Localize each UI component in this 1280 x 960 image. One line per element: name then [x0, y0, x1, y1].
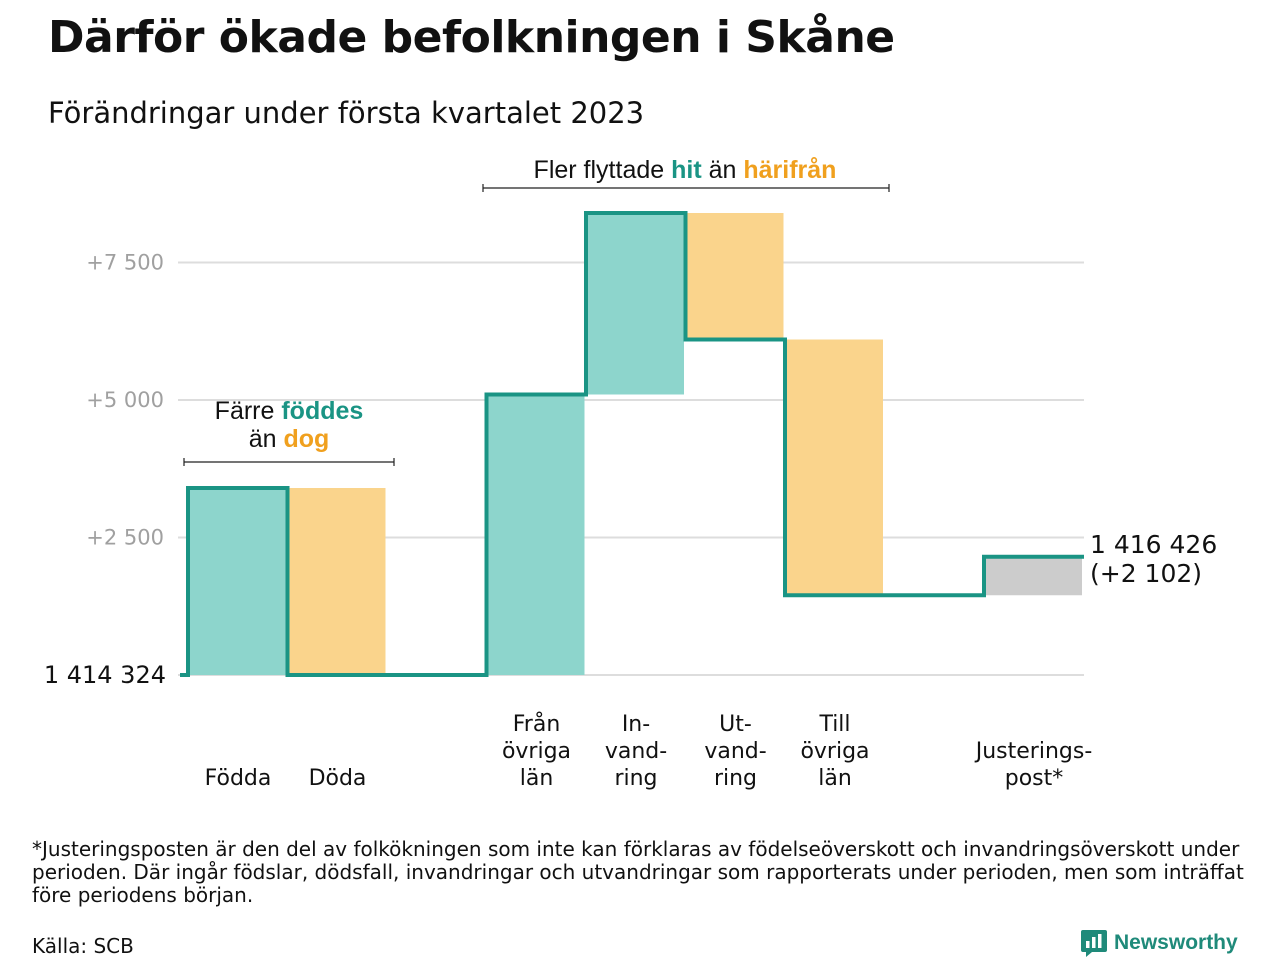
x-category-label: Döda	[309, 766, 367, 791]
annotation-outflow-text: dog	[283, 425, 329, 453]
source-note: Källa: SCB	[32, 934, 134, 958]
annotation-plain-text: än	[249, 425, 284, 453]
end-value-label: (+2 102)	[1090, 559, 1202, 588]
annotation-plain-text: Fler flyttade	[534, 156, 672, 184]
y-tick-label: +2 500	[86, 526, 164, 550]
bar-adjustment	[984, 556, 1082, 596]
bar-outflow	[685, 213, 784, 340]
x-category-label: övriga	[800, 739, 869, 764]
x-category-label: Födda	[205, 766, 272, 791]
bar-inflow	[586, 213, 684, 395]
x-category-label: Ut-	[719, 712, 752, 737]
annotation-plain-text: än	[702, 156, 744, 184]
x-category-label: vand-	[605, 739, 667, 764]
bar-outflow	[287, 488, 386, 675]
annotation-plain-text: Färre	[215, 397, 282, 425]
x-category-label: län	[520, 766, 554, 791]
bar-inflow	[486, 394, 585, 675]
newsworthy-logo: Newsworthy	[1080, 928, 1238, 958]
y-tick-label: +5 000	[86, 388, 164, 412]
page-title: Därför ökade befolkningen i Skåne	[48, 12, 895, 63]
x-category-label: ring	[614, 766, 657, 791]
annotation-outflow-text: härifrån	[743, 156, 836, 184]
x-category-label: Till	[818, 712, 850, 737]
x-category-label: övriga	[502, 739, 571, 764]
x-category-label: vand-	[704, 739, 766, 764]
running-total-line	[180, 211, 1084, 677]
annotation-text-line: Fler flyttade hit än härifrån	[534, 156, 837, 184]
logo-text: Newsworthy	[1114, 931, 1238, 954]
x-category-label: In-	[622, 712, 650, 737]
x-category-label: ring	[714, 766, 757, 791]
end-value-label: 1 416 426	[1090, 530, 1217, 559]
annotation-inflow-text: föddes	[281, 397, 363, 425]
annotation-inflow-text: hit	[671, 156, 702, 184]
bar-inflow	[188, 488, 286, 675]
x-category-label: post*	[1005, 766, 1064, 791]
baseline-value-label: 1 414 324	[44, 661, 166, 689]
bar-chart-speech-icon	[1081, 930, 1107, 957]
page-subtitle: Förändringar under första kvartalet 2023	[48, 96, 645, 130]
annotation-text-line: Färre föddes	[215, 397, 364, 425]
bar-outflow	[785, 339, 883, 596]
footnote: *Justeringsposten är den del av folkökni…	[32, 837, 1244, 907]
y-tick-label: +7 500	[86, 251, 164, 275]
x-category-label: Från	[513, 711, 561, 737]
x-category-label: län	[818, 766, 852, 791]
x-category-label: Justerings-	[974, 739, 1093, 764]
annotation-text-line: än dog	[249, 425, 330, 453]
